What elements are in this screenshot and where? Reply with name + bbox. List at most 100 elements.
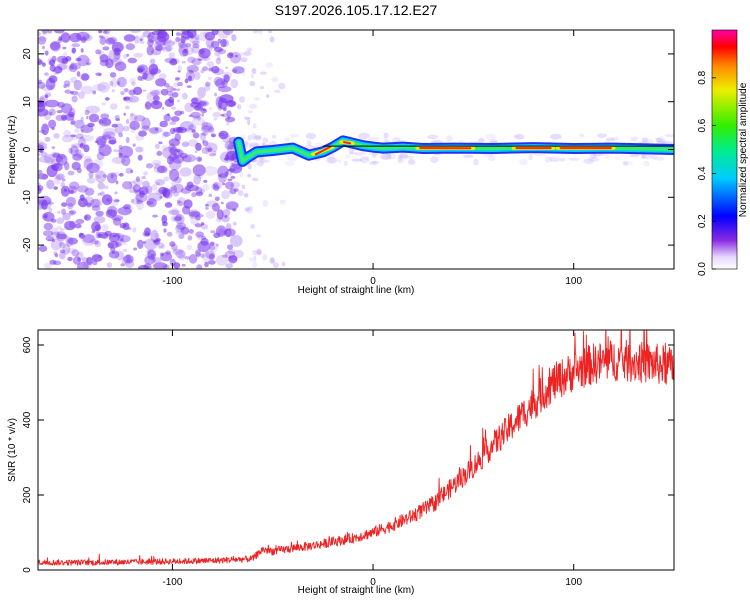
noise-speckle bbox=[184, 102, 194, 113]
noise-speckle bbox=[166, 231, 173, 237]
noise-speckle bbox=[238, 52, 245, 56]
noise-speckle bbox=[251, 261, 258, 268]
noise-speckle bbox=[202, 56, 211, 61]
noise-speckle bbox=[229, 188, 237, 195]
noise-speckle bbox=[183, 199, 193, 209]
noise-speckle bbox=[182, 49, 189, 57]
noise-speckle bbox=[256, 248, 262, 256]
noise-speckle bbox=[239, 171, 244, 178]
noise-speckle bbox=[56, 225, 62, 230]
noise-speckle bbox=[102, 134, 112, 140]
noise-speckle bbox=[128, 95, 140, 103]
noise-speckle bbox=[79, 73, 91, 81]
halo-speckle bbox=[406, 155, 415, 160]
noise-speckle bbox=[48, 75, 58, 83]
noise-speckle bbox=[44, 94, 49, 99]
noise-speckle bbox=[227, 143, 236, 150]
noise-speckle bbox=[83, 214, 92, 221]
noise-speckle bbox=[204, 84, 211, 92]
noise-speckle bbox=[174, 214, 185, 225]
noise-speckle bbox=[175, 36, 181, 42]
noise-speckle bbox=[201, 113, 205, 117]
noise-speckle bbox=[156, 150, 163, 156]
halo-speckle bbox=[528, 153, 533, 161]
noise-speckle bbox=[247, 110, 254, 114]
noise-speckle bbox=[178, 253, 186, 261]
noise-speckle bbox=[59, 249, 66, 254]
noise-speckle bbox=[220, 113, 225, 117]
noise-speckle bbox=[70, 143, 82, 149]
noise-speckle bbox=[61, 178, 66, 182]
halo-speckle bbox=[259, 159, 270, 163]
noise-speckle bbox=[229, 235, 243, 247]
noise-speckle bbox=[186, 244, 193, 251]
noise-speckle bbox=[133, 178, 143, 186]
noise-speckle bbox=[82, 234, 95, 244]
noise-speckle bbox=[123, 112, 126, 116]
noise-speckle bbox=[208, 153, 217, 157]
noise-speckle bbox=[185, 43, 192, 48]
halo-speckle bbox=[559, 157, 566, 162]
noise-speckle bbox=[38, 195, 52, 206]
noise-speckle bbox=[91, 254, 103, 262]
noise-speckle bbox=[85, 105, 101, 114]
noise-speckle bbox=[144, 101, 152, 110]
noise-speckle bbox=[113, 47, 121, 56]
noise-speckle bbox=[125, 253, 131, 262]
noise-speckle bbox=[237, 190, 244, 197]
noise-speckle bbox=[255, 234, 262, 238]
noise-speckle bbox=[151, 184, 158, 191]
noise-speckle bbox=[161, 214, 168, 224]
snr-xtick-label: 100 bbox=[565, 577, 582, 588]
noise-speckle bbox=[188, 211, 201, 217]
noise-speckle bbox=[210, 230, 216, 234]
noise-speckle bbox=[75, 219, 85, 224]
noise-speckle bbox=[177, 37, 186, 47]
noise-speckle bbox=[65, 196, 77, 207]
noise-speckle bbox=[71, 161, 81, 171]
noise-speckle bbox=[114, 61, 127, 72]
noise-speckle bbox=[80, 134, 95, 142]
noise-speckle bbox=[163, 131, 171, 137]
noise-speckle bbox=[91, 230, 96, 234]
noise-speckle bbox=[44, 92, 52, 98]
noise-speckle bbox=[193, 174, 202, 185]
halo-speckle bbox=[630, 136, 638, 142]
noise-speckle bbox=[86, 162, 100, 173]
halo-speckle bbox=[519, 158, 528, 166]
noise-speckle bbox=[111, 123, 118, 128]
noise-speckle bbox=[179, 167, 192, 177]
noise-speckle bbox=[230, 175, 236, 179]
noise-speckle bbox=[98, 35, 104, 38]
noise-speckle bbox=[80, 129, 84, 133]
noise-speckle bbox=[71, 43, 80, 48]
noise-speckle bbox=[224, 214, 228, 219]
noise-speckle bbox=[76, 261, 89, 269]
colorbar-tick-label: 0.4 bbox=[697, 166, 708, 180]
noise-speckle bbox=[227, 168, 234, 174]
noise-speckle bbox=[184, 46, 194, 56]
noise-speckle bbox=[86, 177, 96, 184]
noise-speckle bbox=[53, 133, 60, 139]
noise-speckle bbox=[278, 82, 286, 90]
noise-speckle bbox=[221, 215, 230, 223]
noise-speckle bbox=[111, 89, 115, 93]
noise-speckle bbox=[218, 174, 222, 177]
halo-speckle bbox=[351, 158, 363, 162]
noise-speckle bbox=[243, 193, 249, 198]
noise-speckle bbox=[209, 241, 219, 253]
noise-speckle bbox=[209, 241, 215, 246]
colorbar-tick-label: 0.2 bbox=[697, 214, 708, 228]
noise-speckle bbox=[204, 141, 210, 144]
noise-speckle bbox=[216, 209, 224, 220]
spectrogram-ytick-label: 20 bbox=[22, 48, 33, 60]
noise-speckle bbox=[61, 57, 69, 64]
noise-speckle bbox=[156, 31, 170, 42]
halo-speckle bbox=[359, 156, 370, 164]
halo-speckle bbox=[446, 135, 453, 142]
noise-speckle bbox=[102, 118, 111, 126]
noise-speckle bbox=[153, 262, 168, 269]
noise-speckle bbox=[42, 30, 48, 35]
noise-speckle bbox=[214, 196, 220, 202]
